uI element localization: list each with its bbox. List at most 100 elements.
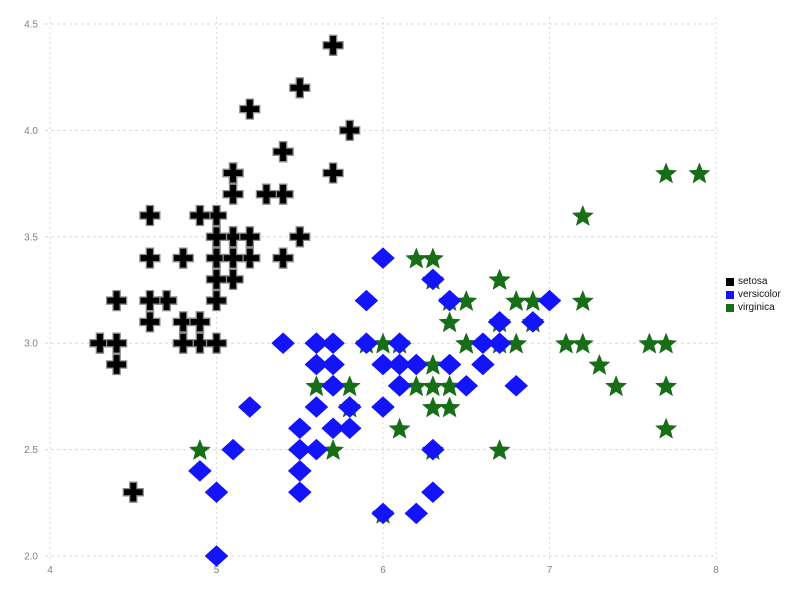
point-setosa [205, 268, 228, 291]
point-virginica [688, 162, 711, 184]
point-setosa [289, 226, 311, 248]
point-setosa [205, 226, 228, 248]
point-virginica [654, 332, 678, 354]
y-tick-label: 3.5 [24, 232, 38, 243]
point-setosa [139, 204, 161, 227]
point-versicolor [287, 460, 312, 482]
point-versicolor [304, 353, 329, 376]
point-versicolor [188, 460, 212, 482]
point-virginica [438, 311, 461, 333]
point-versicolor [371, 353, 395, 376]
series-versicolor [188, 247, 562, 567]
legend-label-virginica: virginica [738, 302, 775, 313]
point-setosa [105, 353, 128, 376]
y-tick-label: 4.0 [24, 126, 38, 137]
point-versicolor [504, 374, 529, 397]
point-virginica [188, 438, 212, 461]
point-setosa [172, 247, 194, 269]
point-versicolor [271, 332, 295, 355]
point-setosa [205, 332, 228, 354]
point-virginica [488, 268, 511, 290]
point-versicolor [421, 481, 445, 504]
point-versicolor [321, 374, 345, 397]
axis-tick-labels: 2.0 2.5 3.0 3.5 4.0 4.5 4 5 6 7 8 [24, 20, 719, 577]
point-setosa [272, 247, 294, 269]
point-virginica [654, 417, 678, 439]
point-versicolor [437, 353, 462, 376]
legend: setosa versicolor virginica [726, 275, 781, 314]
point-setosa [105, 332, 128, 354]
point-setosa [189, 204, 211, 227]
point-versicolor [421, 268, 445, 291]
point-versicolor [304, 438, 329, 461]
point-versicolor [354, 289, 379, 312]
point-virginica [488, 438, 511, 461]
legend-item-versicolor: versicolor [726, 288, 781, 301]
point-versicolor [371, 502, 395, 525]
point-setosa [172, 332, 194, 354]
point-virginica [571, 332, 594, 354]
point-versicolor [487, 332, 512, 355]
point-versicolor [204, 545, 229, 567]
point-versicolor [354, 332, 379, 355]
point-versicolor [387, 374, 412, 397]
point-versicolor [421, 438, 445, 461]
point-versicolor [287, 417, 312, 440]
point-virginica [438, 396, 461, 418]
point-setosa [222, 247, 244, 269]
y-tick-label: 3.0 [24, 339, 38, 350]
point-versicolor [337, 396, 362, 418]
point-versicolor [537, 289, 562, 312]
point-versicolor [321, 353, 345, 376]
point-versicolor [321, 417, 345, 440]
point-setosa [222, 162, 244, 184]
x-tick-label: 5 [214, 565, 220, 576]
point-versicolor [337, 417, 362, 440]
point-versicolor [371, 247, 395, 269]
point-setosa [139, 247, 161, 269]
point-versicolor [304, 396, 329, 418]
point-setosa [322, 162, 344, 184]
y-tick-label: 4.5 [24, 20, 38, 31]
legend-label-versicolor: versicolor [738, 289, 781, 300]
point-versicolor [471, 353, 495, 376]
point-virginica [388, 417, 411, 439]
point-virginica [405, 247, 428, 269]
point-setosa [272, 141, 294, 163]
point-versicolor [304, 332, 329, 355]
point-virginica [604, 375, 628, 397]
point-setosa [339, 119, 361, 142]
point-setosa [322, 34, 344, 56]
point-setosa [239, 98, 261, 120]
point-versicolor [287, 481, 312, 504]
legend-item-setosa: setosa [726, 275, 781, 288]
legend-label-setosa: setosa [738, 276, 768, 287]
point-versicolor [371, 396, 395, 418]
point-versicolor [404, 353, 429, 376]
point-virginica [588, 353, 611, 375]
point-versicolor [471, 332, 495, 355]
series-setosa [89, 34, 361, 503]
data-points [89, 34, 711, 567]
point-setosa [205, 289, 228, 312]
point-versicolor [387, 332, 412, 355]
x-tick-label: 7 [547, 565, 553, 576]
point-virginica [421, 247, 445, 269]
point-setosa [89, 332, 111, 354]
point-virginica [421, 375, 445, 397]
point-versicolor [321, 332, 345, 355]
point-setosa [139, 311, 161, 333]
setosa-swatch-icon [726, 277, 734, 286]
point-setosa [105, 289, 128, 312]
point-setosa [205, 247, 228, 269]
y-tick-label: 2.0 [24, 552, 38, 563]
point-virginica [638, 332, 661, 354]
point-virginica [654, 375, 678, 397]
point-versicolor [237, 396, 262, 418]
point-setosa [189, 311, 211, 333]
point-versicolor [521, 311, 545, 333]
x-tick-label: 4 [47, 565, 53, 576]
point-versicolor [454, 374, 479, 397]
point-versicolor [287, 438, 312, 461]
point-setosa [122, 481, 144, 503]
